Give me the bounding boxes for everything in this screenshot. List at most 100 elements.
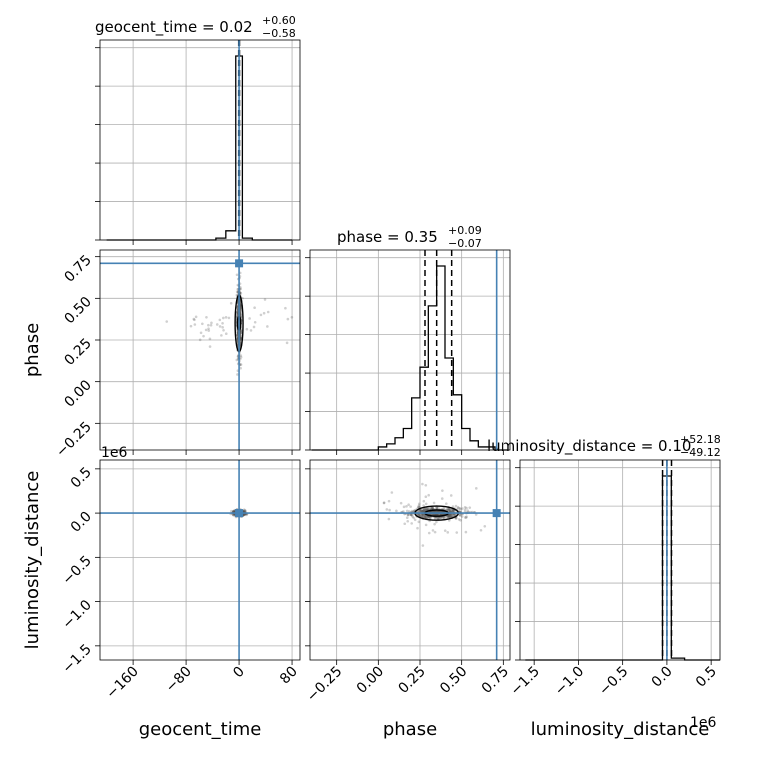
ld-vs-phase-sample-point <box>421 482 424 486</box>
ld-vs-phase-sample-point <box>448 515 451 519</box>
phase-vs-geocent-sample-point <box>207 327 210 330</box>
title-geocent-main: geocent_time = 0.02 <box>95 18 253 37</box>
ld-vs-phase-sample-point <box>446 507 449 511</box>
phase-vs-geocent-sample-point <box>210 321 213 325</box>
phase-vs-geocent-sample-point <box>248 317 251 320</box>
ld-vs-phase-sample-point <box>436 510 439 513</box>
xlabel-ld: luminosity_distance <box>531 719 710 740</box>
ld-vs-phase-sample-point <box>421 544 425 547</box>
phase-vs-geocent-sample-point <box>249 329 253 332</box>
ld-vs-phase-sample-point <box>451 505 455 508</box>
ld-vs-phase-sample-point <box>409 513 413 517</box>
phase-vs-geocent-sample-point <box>284 306 287 310</box>
ld-vs-phase-sample-point <box>420 510 423 513</box>
phase-vs-geocent-plot-area <box>100 250 300 450</box>
phase-vs-geocent-sample-point <box>235 310 239 314</box>
ld-vs-phase-sample-point <box>407 510 411 513</box>
phase-vs-geocent-sample-point <box>239 336 243 340</box>
phase-vs-geocent-sample-point <box>239 329 243 333</box>
ld-vs-phase-sample-point <box>449 494 453 497</box>
ld-vs-phase-sample-point <box>465 515 468 518</box>
ld-vs-phase-sample-point <box>423 515 427 518</box>
ld-vs-phase-sample-point <box>406 519 410 523</box>
phase-vs-geocent-frame <box>99 249 301 451</box>
phase-vs-geocent-sample-point <box>218 325 222 328</box>
phase-vs-geocent-sample-point <box>239 363 243 366</box>
ld-vs-phase-sample-point <box>423 515 427 519</box>
ld-vs-geocent-ytick-label: −1.0 <box>59 597 94 632</box>
title-ld-sub: −49.12 <box>680 446 721 459</box>
ld-vs-geocent-sample-point <box>243 510 247 513</box>
phase-vs-geocent-sample-point <box>263 298 267 301</box>
phase-vs-geocent-sample-point <box>286 317 290 321</box>
ld-vs-phase-sample-point <box>464 516 468 519</box>
ld-vs-phase-sample-point <box>426 507 430 511</box>
ld-vs-phase-sample-point <box>448 514 452 518</box>
ld-vs-phase-sample-point <box>417 513 421 517</box>
ld-vs-phase-sample-point <box>457 506 460 510</box>
title-ld-main: luminosity_distance = 0.10 <box>487 437 691 456</box>
phase-vs-geocent-sample-point <box>239 366 242 370</box>
ld-vs-phase-sample-point <box>450 509 453 513</box>
phase-vs-geocent-sample-point <box>227 316 231 320</box>
phase-vs-geocent-sample-point <box>201 322 204 326</box>
ld-vs-phase-sample-point <box>439 516 443 520</box>
ld-vs-geocent-sample-point <box>243 509 246 512</box>
ld-vs-phase-sample-point <box>451 509 454 513</box>
ld-vs-phase-sample-point <box>405 505 408 508</box>
ld-vs-phase-sample-point <box>427 531 431 535</box>
phase-vs-geocent-sample-point <box>193 318 196 322</box>
phase-vs-geocent-sample-point <box>208 337 212 341</box>
ld-vs-phase-sample-point <box>422 509 426 512</box>
phase-vs-geocent-sample-point <box>192 317 196 321</box>
ld-vs-phase-sample-point <box>407 503 410 507</box>
ld-hist-xtick-label: −1.5 <box>508 664 543 699</box>
ld-vs-phase-xtick-label: 0.25 <box>395 664 428 697</box>
ld-vs-phase-sample-point <box>416 526 419 530</box>
ld-vs-phase-sample-point <box>402 505 406 509</box>
ld-vs-phase-sample-point <box>450 514 453 518</box>
ld-vs-phase-sample-point <box>403 522 407 526</box>
ld-vs-phase-sample-point <box>423 514 427 518</box>
ld-vs-phase-sample-point <box>421 514 425 518</box>
phase-vs-geocent-sample-point <box>236 333 239 337</box>
phase-vs-geocent-sample-point <box>235 273 239 277</box>
phase-vs-geocent-sample-point <box>229 301 233 305</box>
ld-vs-phase-truth-point <box>492 509 501 518</box>
ld-vs-phase-sample-point <box>417 513 421 517</box>
phase-vs-geocent-sample-point <box>241 296 244 300</box>
ld-vs-phase-sample-point <box>441 516 445 520</box>
ld-vs-phase-sample-point <box>458 513 462 516</box>
ld-vs-phase-sample-point <box>454 516 458 520</box>
ld-vs-phase-sample-point <box>417 505 420 509</box>
ld-vs-phase-sample-point <box>424 523 428 527</box>
ld-vs-geocent-frame <box>99 459 301 661</box>
phase-vs-geocent-sample-point <box>235 311 239 315</box>
ld-vs-phase-sample-point <box>387 499 391 503</box>
phase-vs-geocent-sample-point <box>235 358 239 362</box>
ld-vs-phase-sample-point <box>445 516 449 519</box>
ld-vs-geocent-xtick-label: −160 <box>103 664 142 703</box>
ld-vs-phase-sample-point <box>429 506 433 510</box>
ld-vs-phase-sample-point <box>422 499 426 503</box>
phase-vs-geocent-sample-point <box>235 334 239 338</box>
ld-vs-phase-plot-area <box>310 460 510 660</box>
geocent-hist-frame <box>99 39 301 241</box>
ld-vs-phase-sample-point <box>420 509 423 513</box>
phase-vs-geocent-sample-point <box>239 291 243 295</box>
ld-vs-phase-xtick-label: 0.50 <box>437 664 470 697</box>
ld-vs-phase-sample-point <box>483 525 487 528</box>
ld-vs-phase-sample-point <box>425 507 428 510</box>
ld-vs-phase-sample-point <box>417 505 420 509</box>
phase-hist-frame <box>309 249 511 451</box>
ld-vs-phase-sample-point <box>457 518 461 521</box>
ld-vs-phase-sample-point <box>433 517 437 520</box>
ld-vs-phase-sample-point <box>410 509 414 513</box>
ld-vs-phase-sample-point <box>436 513 440 516</box>
phase-vs-geocent-sample-point <box>259 313 263 317</box>
ld-vs-phase-xtick-label: 0.75 <box>479 664 512 697</box>
ld-vs-phase-sample-point <box>420 509 423 513</box>
title-geocent: geocent_time = 0.02 +0.60 −0.58 <box>95 14 296 40</box>
ld-vs-phase-sample-point <box>479 528 483 532</box>
ld-vs-phase-sample-point <box>463 506 467 509</box>
